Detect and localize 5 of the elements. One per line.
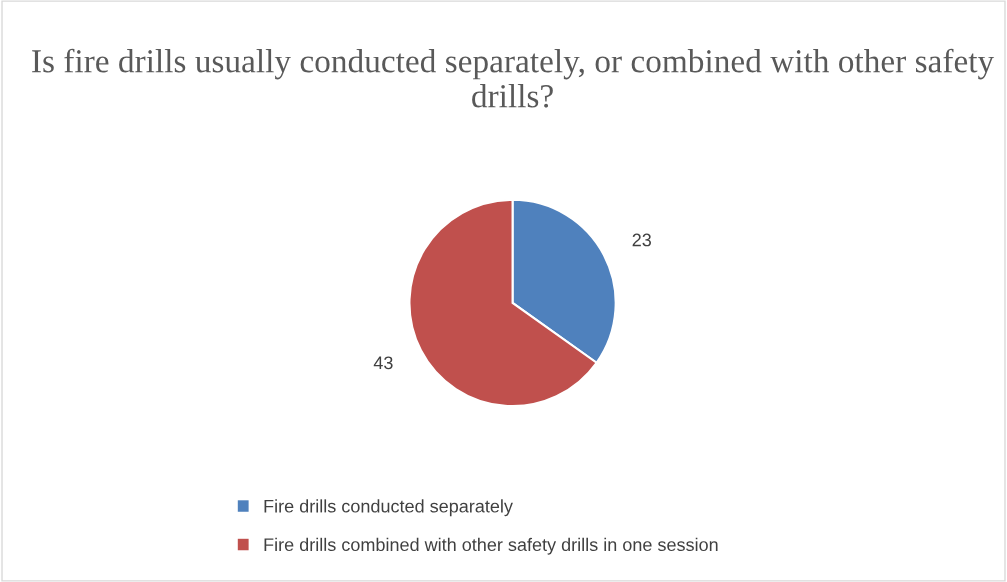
legend-label: Fire drills combined with other safety drills in one session <box>264 537 718 555</box>
data-label: 23 <box>632 233 651 247</box>
chart-title: Is fire drills usually conducted separately, or combined with other safety drills? <box>32 48 995 108</box>
data-label: 43 <box>373 356 393 370</box>
legend-label: Fire drills conducted separately <box>264 499 513 517</box>
